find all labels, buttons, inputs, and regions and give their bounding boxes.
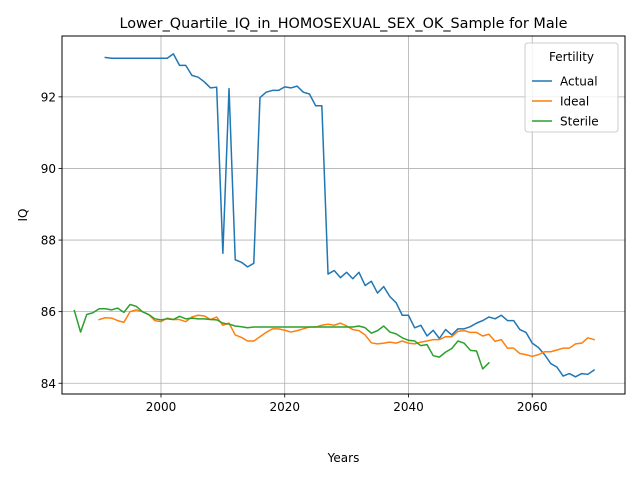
y-tick-label: 92: [41, 90, 56, 104]
y-tick-label: 90: [41, 162, 56, 176]
y-tick-label: 88: [41, 234, 56, 248]
y-axis-label: IQ: [16, 209, 30, 222]
x-axis-label: Years: [327, 451, 360, 465]
x-tick-label: 2020: [269, 400, 300, 414]
x-tick-label: 2060: [517, 400, 548, 414]
legend-label-sterile: Sterile: [560, 115, 599, 129]
y-tick-label: 84: [41, 377, 56, 391]
chart-title: Lower_Quartile_IQ_in_HOMOSEXUAL_SEX_OK_S…: [119, 16, 567, 32]
legend-label-actual: Actual: [560, 75, 598, 89]
legend: Fertility Actual Ideal Sterile: [525, 43, 618, 132]
x-tick-label: 2000: [146, 400, 177, 414]
x-tick-label: 2040: [393, 400, 424, 414]
legend-title: Fertility: [549, 50, 594, 64]
legend-label-ideal: Ideal: [560, 95, 589, 109]
y-tick-label: 86: [41, 305, 56, 319]
